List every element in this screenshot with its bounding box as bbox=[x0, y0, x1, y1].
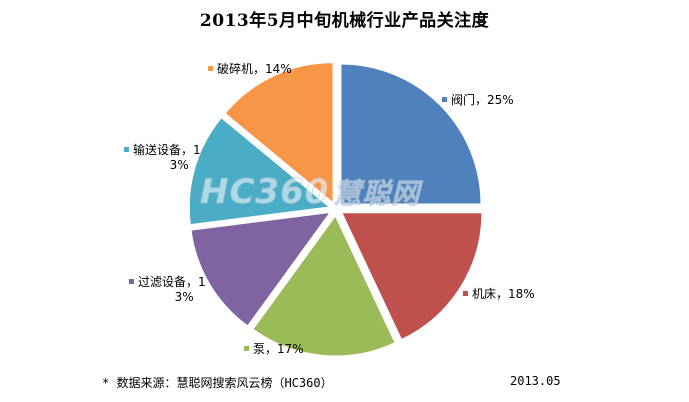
legend-key-pump bbox=[244, 346, 249, 351]
legend-key-conveying-equipment bbox=[124, 147, 129, 152]
pie-slice-filter-equipment bbox=[190, 211, 332, 327]
slice-label-valve: 阀门，25% bbox=[442, 93, 514, 108]
pie-slice-valve bbox=[340, 63, 482, 205]
pie-slice-conveying-equipment bbox=[188, 117, 331, 226]
footer-date: 2013.05 bbox=[510, 374, 561, 388]
slice-label-conveying-equipment: 输送设备，1 3% bbox=[124, 143, 201, 173]
legend-key-machine-tool bbox=[463, 291, 468, 296]
slice-label-machine-tool: 机床，18% bbox=[463, 287, 535, 302]
pie-slice-crusher bbox=[224, 62, 334, 204]
footer-source: * 数据来源：慧聪网搜索风云榜（HC360） bbox=[102, 376, 333, 390]
slice-label-pump: 泵，17% bbox=[244, 342, 304, 357]
slice-label-filter-equipment: 过滤设备，1 3% bbox=[129, 275, 206, 305]
legend-key-crusher bbox=[208, 66, 213, 71]
legend-key-filter-equipment bbox=[129, 279, 134, 284]
legend-key-valve bbox=[442, 97, 447, 102]
pie-slice-machine-tool bbox=[341, 212, 483, 341]
pie-slice-pump bbox=[252, 214, 396, 357]
chart-title: 2013年5月中旬机械行业产品关注度 bbox=[199, 11, 490, 31]
slice-label-crusher: 破碎机，14% bbox=[208, 62, 292, 77]
